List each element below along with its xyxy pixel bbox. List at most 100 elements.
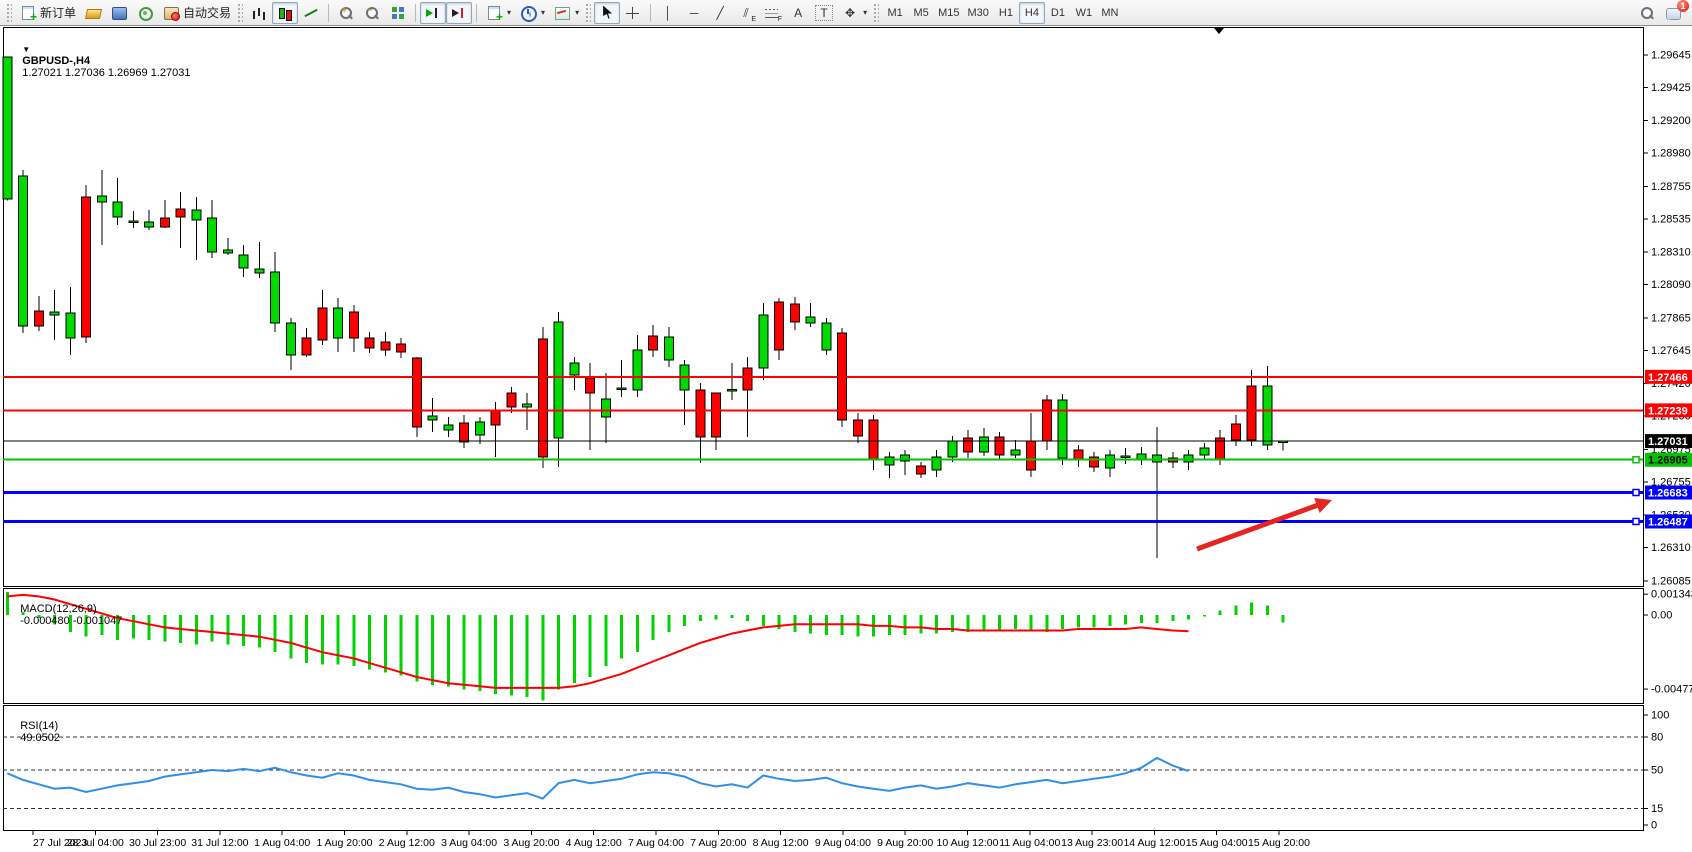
bar-chart-button[interactable] bbox=[246, 2, 272, 24]
period-button[interactable]: ▾ bbox=[515, 2, 549, 24]
toolbar-gripper[interactable] bbox=[7, 3, 12, 22]
timeframe-h4[interactable]: H4 bbox=[1018, 1, 1045, 24]
fibonacci-button[interactable] bbox=[759, 2, 785, 24]
level-price-badge-label: 1.26683 bbox=[1648, 488, 1688, 500]
candle-body bbox=[1246, 385, 1257, 441]
candle-body bbox=[285, 322, 296, 356]
candle-body bbox=[506, 392, 517, 408]
candle-body bbox=[569, 362, 580, 376]
candle-body bbox=[65, 312, 76, 339]
chart-collapse-icon[interactable]: ▼ bbox=[22, 45, 31, 54]
macd-tick-label: -0.004779 bbox=[1651, 684, 1692, 696]
candle-body bbox=[632, 349, 643, 391]
toolbar-gripper[interactable] bbox=[586, 3, 592, 22]
main-toolbar: 新订单 自动交易 + − ▾ ▾ ▾ │ ─ bbox=[0, 0, 1692, 26]
cursor-icon bbox=[598, 5, 616, 21]
candle-body bbox=[207, 217, 217, 253]
zoom-out-button[interactable]: − bbox=[359, 2, 385, 24]
channel-icon: ⫽ bbox=[737, 5, 756, 23]
candle-body bbox=[553, 321, 564, 439]
notifications-button[interactable]: 1 bbox=[1660, 0, 1689, 24]
auto-scroll-button[interactable] bbox=[420, 1, 447, 24]
candle-body bbox=[1104, 454, 1115, 469]
market-watch-button[interactable] bbox=[80, 2, 106, 24]
level-handle[interactable] bbox=[1632, 455, 1640, 464]
line-chart-button[interactable] bbox=[298, 2, 324, 24]
candle-body bbox=[348, 311, 359, 339]
candle-body bbox=[1136, 453, 1147, 460]
candle-body bbox=[585, 377, 595, 394]
price-tick-label: 1.27865 bbox=[1651, 312, 1691, 324]
trendline-button[interactable]: ╱ bbox=[707, 2, 733, 24]
timeframe-group: M1 M5 M15 M30 H1 H4 D1 W1 MN bbox=[882, 1, 1123, 24]
autotrade-button[interactable]: 自动交易 bbox=[158, 2, 235, 24]
horizontal-line-button[interactable]: ─ bbox=[681, 2, 707, 24]
candle-body bbox=[144, 221, 154, 228]
level-price-badge-label: 1.26905 bbox=[1648, 455, 1688, 467]
rsi-panel-frame bbox=[3, 705, 1644, 831]
channel-button[interactable]: ⫽ bbox=[733, 2, 759, 24]
price-tick-label: 1.26755 bbox=[1651, 476, 1691, 488]
zoom-in-button[interactable]: + bbox=[333, 2, 359, 24]
search-button[interactable] bbox=[1634, 2, 1660, 24]
price-tick-label: 1.28090 bbox=[1651, 279, 1691, 291]
autotrade-label: 自动交易 bbox=[183, 6, 232, 20]
arrows-button[interactable]: ✥ ▾ bbox=[837, 2, 871, 24]
timeframe-m5[interactable]: M5 bbox=[913, 6, 929, 19]
toolbar-gripper[interactable] bbox=[874, 3, 880, 22]
new-order-button[interactable]: 新订单 bbox=[15, 2, 80, 24]
label-button[interactable]: T bbox=[811, 2, 837, 24]
chart-title-symbol: GBPUSD-,H4 bbox=[22, 55, 91, 67]
toolbar-gripper[interactable] bbox=[238, 3, 244, 22]
time-label: 9 Aug 20:00 bbox=[877, 837, 933, 849]
timeframe-m30[interactable]: M30 bbox=[967, 6, 989, 19]
candle-body bbox=[537, 338, 548, 458]
candle-body bbox=[931, 456, 942, 471]
candle-body bbox=[191, 209, 202, 221]
timeframe-m15[interactable]: M15 bbox=[938, 6, 960, 19]
time-marker-icon bbox=[1214, 28, 1224, 34]
tile-windows-icon bbox=[389, 5, 407, 21]
line-chart-icon bbox=[302, 5, 320, 21]
cursor-button[interactable] bbox=[594, 1, 621, 24]
candle-body bbox=[411, 357, 422, 428]
time-label: 11 Aug 04:00 bbox=[999, 837, 1060, 849]
chart-canvas[interactable]: 1.29645 1.29425 1.29200 1.28980 1.28755 1.285… bbox=[0, 26, 1692, 852]
timeframe-mn[interactable]: MN bbox=[1101, 6, 1119, 19]
time-label: 4 Aug 12:00 bbox=[566, 837, 622, 849]
candle-body bbox=[616, 387, 627, 390]
text-button[interactable]: A bbox=[785, 2, 811, 24]
candle-body bbox=[1230, 423, 1241, 441]
candle-body bbox=[159, 217, 170, 228]
template-button[interactable]: ▾ bbox=[549, 2, 583, 24]
zoom-in-icon: + bbox=[337, 5, 355, 21]
arrow-annotation[interactable] bbox=[1196, 501, 1324, 552]
data-window-button[interactable] bbox=[106, 2, 132, 24]
candle-body bbox=[364, 337, 375, 349]
chart-shift-button[interactable] bbox=[446, 1, 473, 24]
candle-body bbox=[33, 310, 44, 327]
autotrade-icon bbox=[162, 5, 181, 21]
timeframe-d1[interactable]: D1 bbox=[1050, 6, 1065, 19]
time-label: 1 Aug 20:00 bbox=[316, 837, 372, 849]
crosshair-button[interactable] bbox=[620, 2, 646, 24]
timeframe-h1[interactable]: H1 bbox=[998, 6, 1013, 19]
search-icon bbox=[1638, 5, 1656, 21]
chart-window[interactable]: 1.29645 1.29425 1.29200 1.28980 1.28755 1.285… bbox=[0, 26, 1692, 852]
timeframe-w1[interactable]: W1 bbox=[1075, 6, 1093, 19]
new-chart-button[interactable]: ▾ bbox=[481, 2, 515, 24]
price-tick-label: 1.28755 bbox=[1651, 181, 1691, 193]
timeframe-m1[interactable]: M1 bbox=[887, 6, 903, 19]
level-handle[interactable] bbox=[1632, 517, 1640, 526]
data-window-icon bbox=[110, 5, 128, 21]
market-watch-icon bbox=[84, 5, 102, 21]
level-handle[interactable] bbox=[1632, 488, 1640, 497]
new-order-label: 新订单 bbox=[40, 6, 77, 20]
candlestick-button[interactable] bbox=[272, 1, 299, 24]
time-label: 3 Aug 20:00 bbox=[503, 837, 559, 849]
candle-body bbox=[254, 268, 265, 274]
tile-windows-button[interactable] bbox=[385, 2, 411, 24]
price-tick-label: 1.29645 bbox=[1651, 50, 1691, 62]
navigator-button[interactable] bbox=[132, 2, 158, 24]
vertical-line-button[interactable]: │ bbox=[655, 2, 681, 24]
